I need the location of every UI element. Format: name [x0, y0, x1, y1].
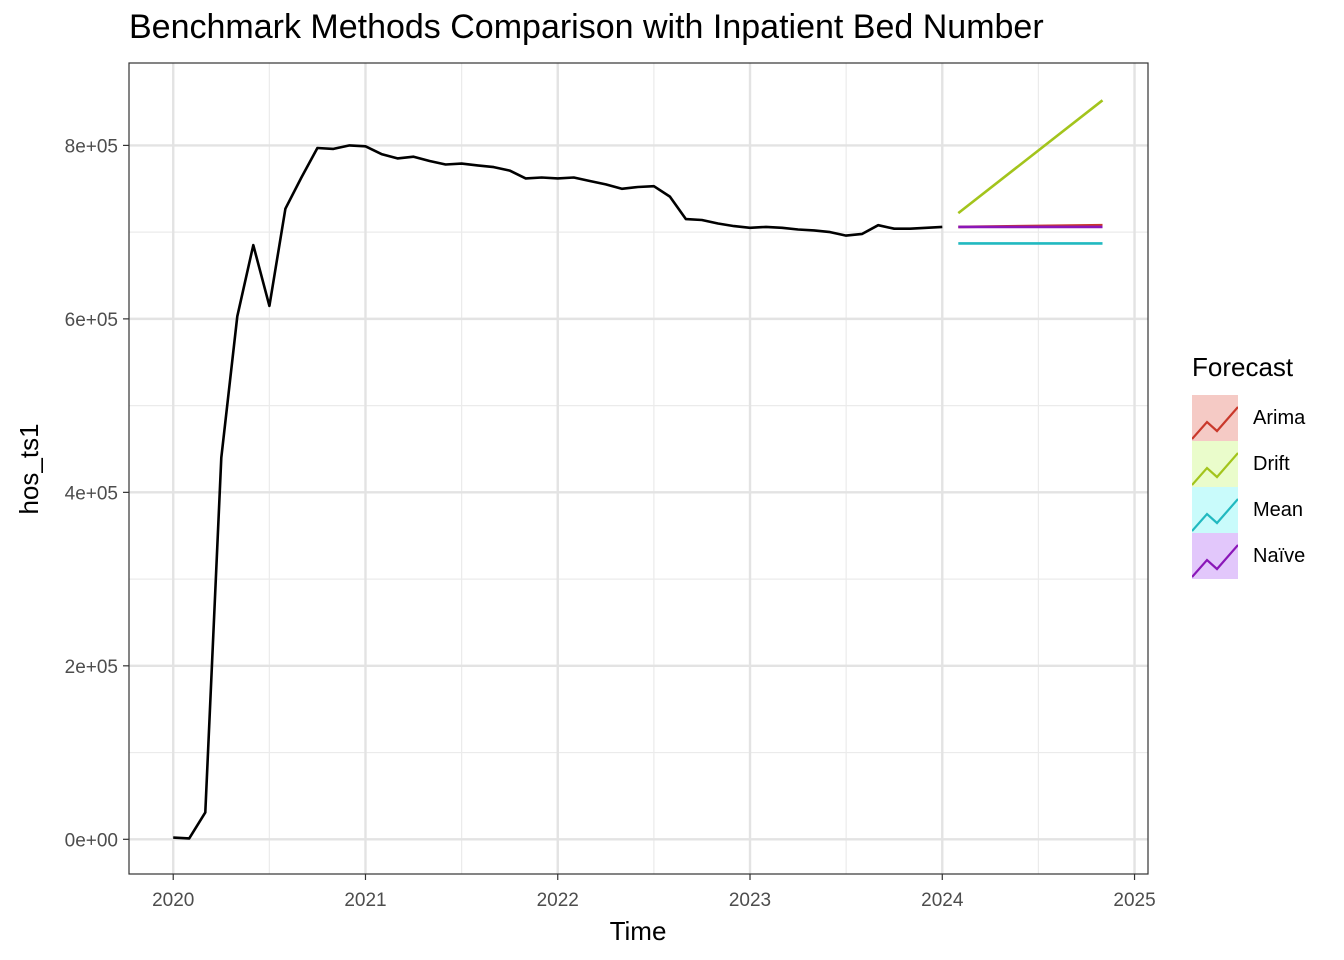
legend-key-line: [1192, 452, 1238, 486]
legend-key-naive-icon: [1192, 533, 1238, 579]
legend-item-mean: Mean: [1192, 487, 1305, 533]
legend-label-drift: Drift: [1253, 452, 1290, 475]
x-tick-label: 2025: [1113, 890, 1155, 911]
grid: [129, 63, 1148, 874]
legend-item-naive: Naïve: [1192, 533, 1305, 579]
observed-series-line: [173, 144, 943, 840]
axis-ticks: 2020 2021 2022 2023 2024 2025 0e+00 2e+05 4e+05 6…: [65, 136, 1156, 911]
legend-key-fill: [1192, 441, 1238, 487]
x-tick-label: 2023: [729, 890, 771, 911]
legend-key-drift-icon: [1192, 441, 1238, 487]
legend-item-arima: Arima: [1192, 395, 1305, 441]
y-tick-label: 6e+05: [65, 310, 118, 331]
legend-label-arima: Arima: [1253, 406, 1306, 429]
x-tick-label: 2024: [921, 890, 964, 911]
y-tick-label: 4e+05: [65, 483, 118, 504]
x-tick-label: 2020: [152, 890, 194, 911]
y-tick-label: 8e+05: [65, 136, 118, 157]
legend-title: Forecast: [1192, 352, 1294, 382]
x-tick-label: 2022: [537, 890, 579, 911]
x-tick-label: 2021: [344, 890, 386, 911]
legend-key-fill: [1192, 487, 1238, 533]
legend-item-drift: Drift: [1192, 441, 1305, 487]
legend-key-line: [1192, 498, 1238, 532]
legend-key-line: [1192, 406, 1238, 440]
legend-label-naive: Naïve: [1253, 544, 1306, 567]
legend-key-fill: [1192, 533, 1238, 579]
legend-key-line: [1192, 544, 1238, 578]
y-axis-title: hos_ts1: [14, 423, 44, 514]
plot-data: [173, 99, 1104, 840]
legend: Forecast Arima Drift Mean Naïve: [1192, 352, 1305, 579]
legend-label-mean: Mean: [1253, 498, 1304, 521]
legend-key-mean-icon: [1192, 487, 1238, 533]
legend-items: Arima Drift Mean Naïve: [1192, 395, 1305, 579]
y-tick-label: 2e+05: [65, 657, 118, 678]
x-axis-title: Time: [610, 916, 667, 946]
legend-key-arima-icon: [1192, 395, 1238, 441]
forecast-line-drift: [957, 99, 1104, 215]
y-tick-label: 0e+00: [65, 830, 118, 851]
panel-border: [128, 62, 1149, 875]
legend-key-fill: [1192, 395, 1238, 441]
chart-title: Benchmark Methods Comparison with Inpati…: [129, 8, 1044, 46]
